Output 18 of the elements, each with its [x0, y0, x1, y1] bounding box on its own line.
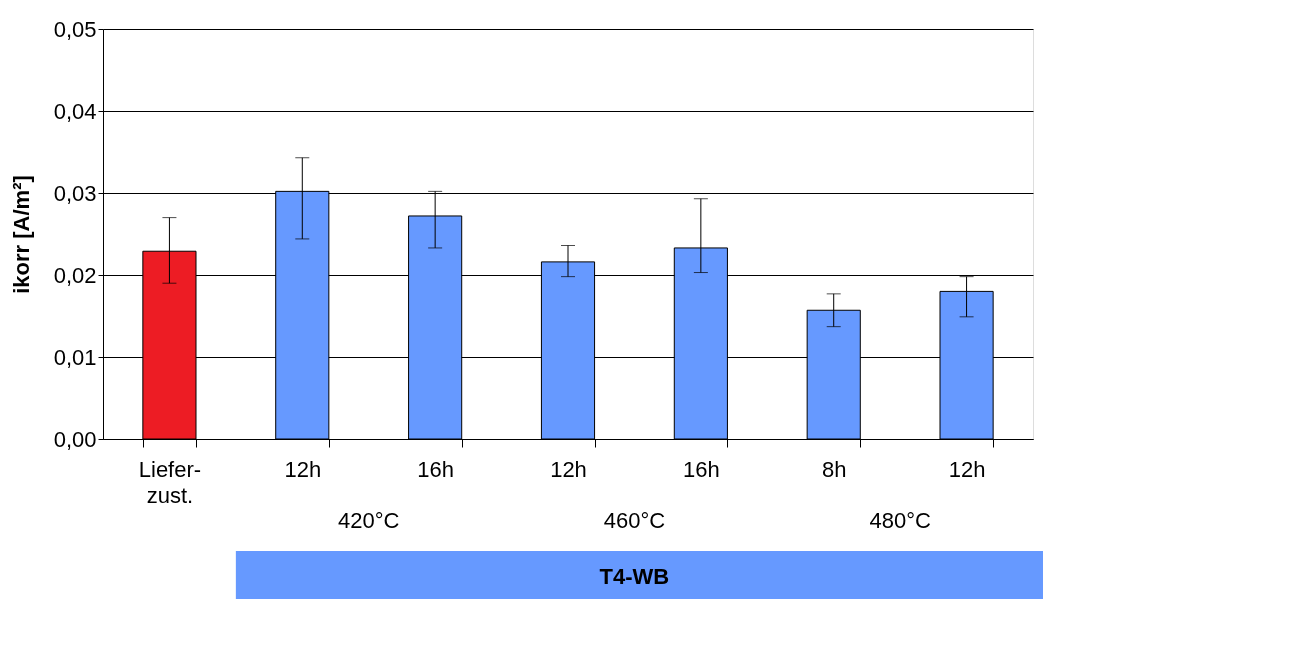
y-tick-label: 0,01: [53, 344, 97, 370]
x-tick-label: 12h: [284, 456, 322, 482]
x-tick-label: 12h: [550, 456, 587, 482]
x-tick-label: 16h: [417, 456, 454, 482]
x-tick-label: 12h: [948, 456, 986, 482]
text: 420°C: [338, 508, 400, 533]
x-tick-label: 8h: [821, 456, 847, 482]
y-tick-label: 0,02: [53, 262, 97, 288]
y-tick-label: 0,04: [53, 98, 97, 124]
x-tick-label: 16h: [683, 456, 720, 482]
y-tick-label: 0,05: [53, 16, 97, 42]
y-tick-label: 0,03: [53, 180, 97, 206]
y-axis-title: ikorr [A/m²]: [8, 175, 34, 294]
text: 460°C: [603, 508, 666, 533]
x-tick-label: Liefer- zust.: [138, 456, 202, 508]
y-tick-label: 0,00: [53, 426, 97, 452]
text: 480°C: [869, 508, 931, 533]
text: T4-WB: [599, 564, 670, 589]
